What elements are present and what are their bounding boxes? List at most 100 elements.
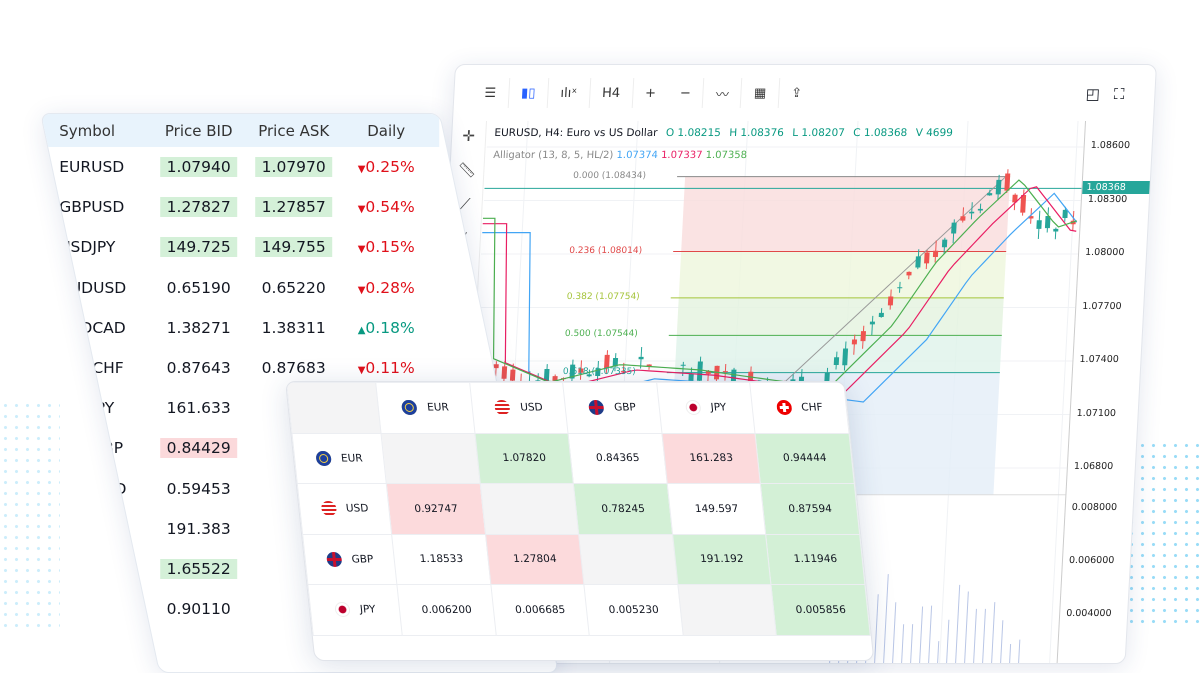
bid-cell: 1.27827 <box>161 197 237 217</box>
candle-body <box>978 209 983 211</box>
teeth-value: 1.07337 <box>661 150 703 161</box>
rate-cell[interactable]: 191.192 <box>673 534 772 585</box>
rate-cell[interactable]: 1.11946 <box>766 534 865 585</box>
interval-button[interactable]: H4 <box>589 78 634 108</box>
rate-cell[interactable]: 0.84365 <box>568 433 667 484</box>
candle-body <box>1036 220 1041 229</box>
candle-body <box>888 296 893 305</box>
volume-bar <box>982 609 986 664</box>
header-symbol[interactable]: Symbol <box>41 122 151 140</box>
candle-body <box>1053 229 1058 232</box>
rate-cell[interactable]: 0.87594 <box>761 484 860 535</box>
candle-body <box>987 193 992 195</box>
column-header-eur[interactable]: EUR <box>376 383 475 434</box>
indicator-tick-label: 0.006000 <box>1069 555 1115 566</box>
jp-flag-icon <box>334 602 351 617</box>
ask-cell: 1.38311 <box>262 319 326 337</box>
header-bid[interactable]: Price BID <box>151 122 246 140</box>
crosshair-icon[interactable]: ✛ <box>462 127 476 149</box>
volume-bar <box>1018 640 1020 664</box>
candle-body <box>906 272 911 275</box>
column-header-gbp[interactable]: GBP <box>563 383 662 434</box>
ruler-icon[interactable]: 📏︎ <box>457 161 477 183</box>
rate-cell[interactable]: 0.78245 <box>574 484 673 535</box>
close-value: C 1.08368 <box>853 127 908 139</box>
indicator-tick-label: 0.004000 <box>1066 608 1112 619</box>
us-flag-icon <box>320 501 337 516</box>
volume-bar <box>919 606 923 664</box>
us-flag-icon <box>494 400 511 415</box>
zoom-in-button[interactable]: + <box>632 78 668 108</box>
rate-cell[interactable]: 0.005856 <box>771 585 870 636</box>
volume-bar <box>955 585 960 664</box>
fib-zone <box>681 177 1010 252</box>
indicator-legend[interactable]: Alligator (13, 8, 5, HL/2) 1.07374 1.073… <box>493 150 747 161</box>
rate-cell[interactable]: 0.94444 <box>755 433 854 484</box>
price-tick-label: 1.07400 <box>1079 354 1119 365</box>
rate-cell[interactable]: 0.006200 <box>397 585 496 636</box>
dot-pattern-left <box>0 400 60 628</box>
column-header-usd[interactable]: USD <box>470 383 569 434</box>
row-header-gbp[interactable]: GBP <box>303 534 398 585</box>
rate-cell[interactable]: 0.005230 <box>584 585 683 636</box>
currency-label: EUR <box>427 402 450 414</box>
daily-change: 0.28% <box>365 279 414 297</box>
rate-cell[interactable] <box>678 585 777 636</box>
bid-cell: 149.725 <box>161 237 237 257</box>
rate-cell[interactable] <box>381 433 480 484</box>
column-header-jpy[interactable]: JPY <box>657 383 756 434</box>
row-header-usd[interactable]: USD <box>297 484 392 535</box>
share-icon[interactable]: ⇪ <box>778 78 814 108</box>
rate-cell[interactable]: 149.597 <box>667 484 766 535</box>
fullscreen-icon[interactable]: ⛶ <box>1113 85 1124 103</box>
candle-body <box>879 313 884 317</box>
row-header-jpy[interactable]: JPY <box>308 585 403 636</box>
compare-icon[interactable]: 〰 <box>703 78 743 108</box>
header-ask[interactable]: Price ASK <box>246 122 341 140</box>
candle-body <box>924 252 930 263</box>
rate-cell[interactable] <box>579 534 678 585</box>
volume-bar <box>1009 644 1011 664</box>
eu-flag-icon <box>401 400 418 415</box>
jp-flag-icon <box>685 400 702 415</box>
indicators-icon[interactable]: ılıˣ <box>548 78 591 108</box>
rate-cell[interactable]: 0.006685 <box>491 585 590 636</box>
candle-body <box>960 216 965 220</box>
daily-change: 0.11% <box>365 359 414 377</box>
bid-cell: 191.383 <box>167 520 231 538</box>
currency-label: USD <box>345 503 369 515</box>
bid-cell: 0.84429 <box>161 438 237 458</box>
ch-flag-icon <box>776 400 793 415</box>
candle-body <box>510 370 516 381</box>
candle-body <box>697 361 703 380</box>
candles-icon[interactable]: ▮▯ <box>508 78 549 108</box>
volume-bar <box>991 602 995 664</box>
column-header-chf[interactable]: CHF <box>750 383 849 434</box>
rate-cell[interactable] <box>480 484 579 535</box>
rate-cell[interactable]: 1.07820 <box>475 433 574 484</box>
low-value: L 1.08207 <box>792 127 845 139</box>
candle-body <box>842 349 848 366</box>
rate-cell[interactable]: 161.283 <box>662 433 761 484</box>
zoom-out-button[interactable]: − <box>667 78 704 108</box>
calendar-icon[interactable]: ▦ <box>741 78 780 108</box>
uk-flag-icon <box>588 400 605 415</box>
header-daily[interactable]: Daily <box>341 122 431 140</box>
volume-bar <box>937 641 939 664</box>
bid-cell: 161.633 <box>167 399 231 417</box>
rate-cell[interactable]: 0.92747 <box>387 484 486 535</box>
hamburger-icon[interactable]: ☰ <box>472 78 510 108</box>
rate-cell[interactable]: 1.18533 <box>392 534 491 585</box>
price-tick-label: 1.08300 <box>1088 194 1128 205</box>
rate-cell[interactable]: 1.27804 <box>486 534 585 585</box>
camera-icon[interactable]: ◰ <box>1085 85 1100 103</box>
row-header-eur[interactable]: EUR <box>292 433 387 484</box>
